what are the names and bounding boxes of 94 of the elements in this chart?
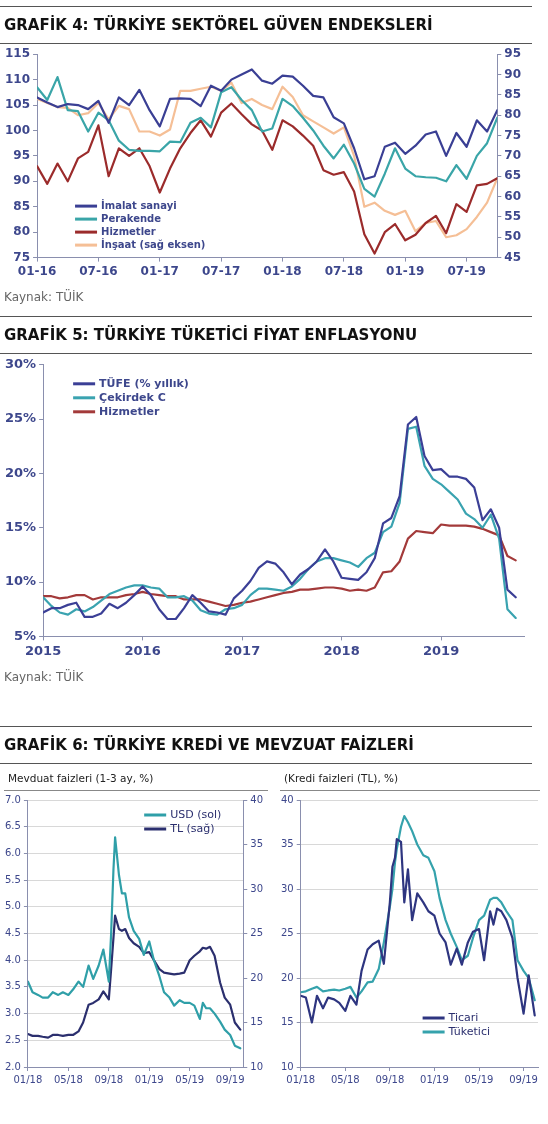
x-tick-label: 07-19 <box>447 263 486 278</box>
y2-tick-label: 60 <box>504 188 521 203</box>
y-tick-label: 6.0 <box>5 846 21 858</box>
y2-tick-label: 95 <box>504 46 521 61</box>
y-tick-label: 20 <box>280 971 294 983</box>
x-tick-label: 05/19 <box>175 1073 205 1085</box>
y-tick-label: 5.5 <box>5 873 21 885</box>
y-tick-label: 90 <box>13 173 31 188</box>
y-tick-label: 5.0 <box>5 900 21 912</box>
legend-label: İnşaat (sağ eksen) <box>101 236 206 250</box>
legend-label: Tüketici <box>447 1024 491 1038</box>
chart-subtitle: Mevduat faizleri (1-3 ay, %) <box>4 764 268 791</box>
y2-tick-label: 75 <box>504 127 521 142</box>
y-tick-label: 20% <box>4 464 37 480</box>
y-tick-label: 105 <box>4 97 31 112</box>
text: Kaynak: TÜİK <box>3 668 85 686</box>
x-tick-label: 05/18 <box>330 1073 360 1085</box>
y2-tick-label: 40 <box>250 793 264 805</box>
y-tick-label: 4.0 <box>5 953 21 965</box>
y-tick-label: 5% <box>14 627 37 643</box>
y2-tick-label: 55 <box>504 209 521 224</box>
chart-title: GRAFİK 5: TÜRKİYE TÜKETİCİ FİYAT ENFLASYONU <box>0 316 532 354</box>
y2-tick-label: 15 <box>250 1016 264 1028</box>
legend-label: İmalat sanayi <box>101 197 177 211</box>
y-tick-label: 3.5 <box>5 980 21 992</box>
y-tick-label: 115 <box>4 46 31 61</box>
y-tick-label: 85 <box>13 198 31 213</box>
chart-title: GRAFİK 6: TÜRKİYE KREDİ VE MEVZUAT FAİZLERİ <box>0 726 532 764</box>
y-tick-label: 80 <box>13 224 31 239</box>
text: Kaynak: TÜİK <box>3 288 85 306</box>
legend-label: TÜFE (% yıllık) <box>99 375 189 390</box>
x-tick-label: 01/18 <box>286 1073 316 1085</box>
y-tick-label: 30% <box>4 356 37 372</box>
y-tick-label: 2.5 <box>5 1033 21 1045</box>
x-tick-label: 05/19 <box>464 1073 494 1085</box>
x-tick-label: 09/19 <box>215 1073 245 1085</box>
y-tick-label: 6.5 <box>5 820 21 832</box>
y-tick-label: 2.0 <box>5 1060 21 1072</box>
chart-subtitle: (Kredi faizleri (TL), %) <box>280 764 540 791</box>
y-tick-label: 110 <box>4 71 31 86</box>
y-tick-label: 15% <box>4 519 37 535</box>
x-tick-label: 07-16 <box>79 263 118 278</box>
x-tick-label: 2016 <box>124 642 161 658</box>
y2-tick-label: 30 <box>250 882 264 894</box>
x-tick-label: 2019 <box>423 642 460 658</box>
y2-tick-label: 35 <box>250 838 264 850</box>
x-tick-label: 09/18 <box>375 1073 405 1085</box>
x-tick-label: 01-19 <box>386 263 425 278</box>
y-tick-label: 4.5 <box>5 927 21 939</box>
x-tick-label: 09/18 <box>94 1073 124 1085</box>
chart-title: GRAFİK 4: TÜRKİYE SEKTÖREL GÜVEN ENDEKSLERİ <box>0 6 532 44</box>
x-tick-label: 2017 <box>224 642 261 658</box>
legend-label: Hizmetler <box>99 404 160 418</box>
y-tick-label: 95 <box>13 148 31 163</box>
y-tick-label: 10 <box>280 1060 294 1072</box>
y-tick-label: 25 <box>280 927 294 939</box>
y2-tick-label: 80 <box>504 107 521 122</box>
x-tick-label: 01-17 <box>140 263 179 278</box>
x-tick-label: 01/19 <box>420 1073 449 1085</box>
x-tick-label: 05/18 <box>53 1073 83 1085</box>
y-tick-label: 75 <box>13 249 31 264</box>
x-tick-label: 01/18 <box>13 1073 43 1085</box>
y2-tick-label: 45 <box>504 249 521 264</box>
x-tick-label: 2018 <box>323 642 360 658</box>
y-tick-label: 100 <box>4 122 31 137</box>
y2-tick-label: 85 <box>504 87 521 102</box>
y-tick-label: 40 <box>280 793 294 805</box>
legend-label: Hizmetler <box>101 225 156 237</box>
y2-tick-label: 25 <box>250 927 264 939</box>
y-tick-label: 25% <box>4 410 37 426</box>
y-tick-label: 30 <box>280 882 294 894</box>
y2-tick-label: 50 <box>504 229 521 244</box>
x-tick-label: 01/19 <box>134 1073 164 1085</box>
y-tick-label: 7.0 <box>5 793 21 805</box>
x-tick-label: 09/19 <box>509 1073 538 1085</box>
y2-tick-label: 70 <box>504 148 521 163</box>
x-tick-label: 2015 <box>25 642 62 658</box>
y2-tick-label: 20 <box>250 971 264 983</box>
legend-label: Çekirdek C <box>99 390 166 404</box>
x-tick-label: 01-18 <box>263 263 302 278</box>
legend-label: USD (sol) <box>170 807 222 821</box>
y2-tick-label: 65 <box>504 168 521 183</box>
y-tick-label: 3.0 <box>5 1007 21 1019</box>
legend-label: Perakende <box>101 212 162 224</box>
legend-label: Ticari <box>447 1010 479 1024</box>
legend-label: TL (sağ) <box>169 821 215 835</box>
y-tick-label: 35 <box>280 838 294 850</box>
y-tick-label: 15 <box>280 1016 294 1028</box>
y2-tick-label: 90 <box>504 66 521 81</box>
x-tick-label: 01-16 <box>17 263 57 278</box>
x-tick-label: 07-18 <box>324 263 364 278</box>
y2-tick-label: 10 <box>250 1060 264 1072</box>
y-tick-label: 10% <box>4 573 37 589</box>
x-tick-label: 07-17 <box>201 263 241 278</box>
